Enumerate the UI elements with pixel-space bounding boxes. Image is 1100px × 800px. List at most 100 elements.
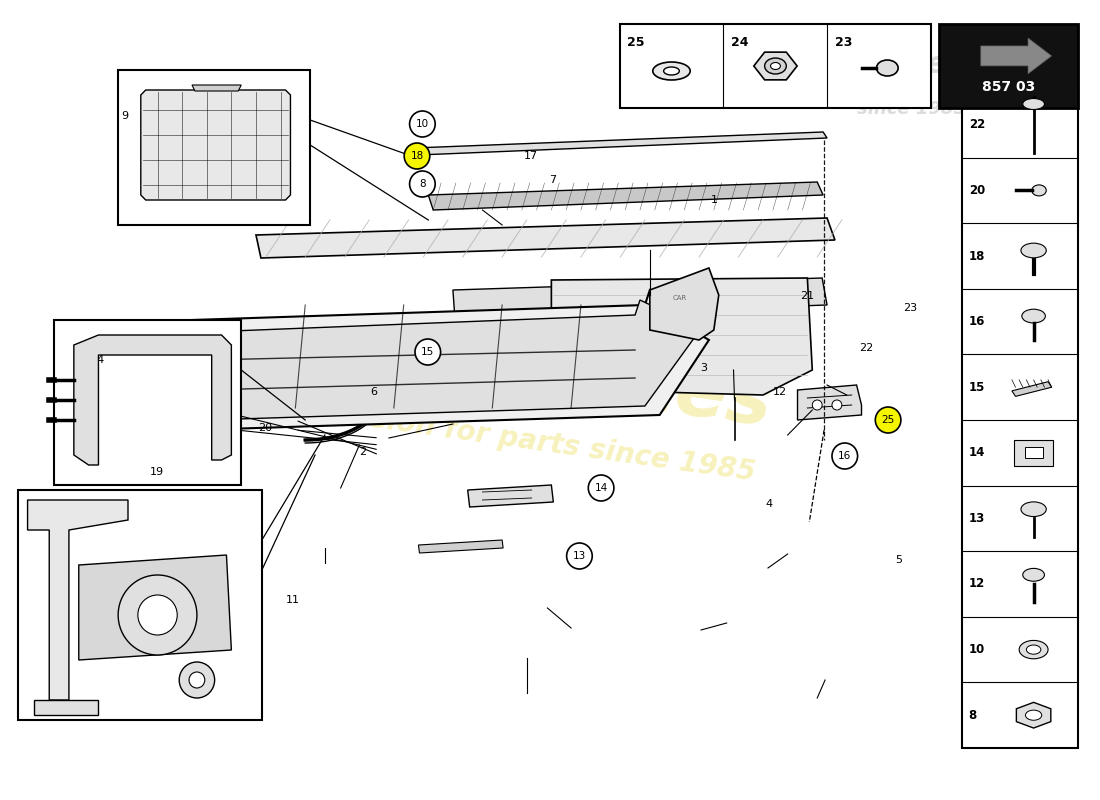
Text: since 1985: since 1985 bbox=[857, 100, 966, 118]
Circle shape bbox=[832, 400, 842, 410]
Polygon shape bbox=[468, 485, 553, 507]
Text: 13: 13 bbox=[969, 512, 984, 525]
Text: 21: 21 bbox=[800, 291, 814, 301]
Text: 24: 24 bbox=[90, 355, 104, 365]
Polygon shape bbox=[428, 182, 823, 210]
Circle shape bbox=[189, 672, 205, 688]
Ellipse shape bbox=[770, 62, 780, 70]
Text: 15: 15 bbox=[421, 347, 434, 357]
Text: euro: euro bbox=[925, 50, 1004, 79]
Ellipse shape bbox=[652, 62, 690, 80]
Polygon shape bbox=[28, 500, 128, 700]
Text: 10: 10 bbox=[969, 643, 984, 656]
Text: 24: 24 bbox=[732, 36, 749, 49]
Text: 12: 12 bbox=[969, 578, 984, 590]
Polygon shape bbox=[798, 385, 861, 420]
Circle shape bbox=[179, 662, 214, 698]
Text: Δ: Δ bbox=[961, 50, 986, 79]
Ellipse shape bbox=[1021, 243, 1046, 258]
Polygon shape bbox=[414, 132, 827, 155]
Circle shape bbox=[138, 595, 177, 635]
Text: 5: 5 bbox=[895, 555, 902, 565]
Ellipse shape bbox=[1022, 310, 1045, 323]
Polygon shape bbox=[34, 700, 99, 715]
Circle shape bbox=[404, 143, 430, 169]
FancyBboxPatch shape bbox=[961, 92, 1078, 748]
Polygon shape bbox=[551, 278, 812, 395]
Text: 11: 11 bbox=[285, 595, 299, 605]
FancyBboxPatch shape bbox=[118, 70, 310, 225]
Text: 25: 25 bbox=[881, 415, 894, 425]
Text: 8: 8 bbox=[969, 709, 977, 722]
Text: 7: 7 bbox=[549, 175, 556, 185]
Ellipse shape bbox=[1023, 568, 1044, 582]
Text: 12: 12 bbox=[772, 387, 786, 397]
Text: 16: 16 bbox=[838, 451, 851, 461]
Text: Notes: Notes bbox=[978, 50, 1078, 79]
Circle shape bbox=[588, 475, 614, 501]
Circle shape bbox=[409, 171, 436, 197]
Polygon shape bbox=[192, 85, 241, 91]
Text: 20: 20 bbox=[258, 423, 273, 433]
Polygon shape bbox=[74, 335, 231, 465]
Text: 18: 18 bbox=[969, 250, 984, 262]
Text: 22: 22 bbox=[969, 118, 984, 131]
Text: 9: 9 bbox=[121, 111, 128, 121]
Text: 13: 13 bbox=[573, 551, 586, 561]
Text: 8: 8 bbox=[419, 179, 426, 189]
Text: a passion for parts since 1985: a passion for parts since 1985 bbox=[286, 394, 758, 486]
Text: euroΔNotes: euroΔNotes bbox=[266, 298, 778, 442]
FancyBboxPatch shape bbox=[619, 24, 932, 108]
Text: 4: 4 bbox=[766, 499, 772, 509]
Polygon shape bbox=[1012, 382, 1052, 396]
Text: 23: 23 bbox=[835, 36, 852, 49]
FancyBboxPatch shape bbox=[18, 490, 262, 720]
Text: 2: 2 bbox=[360, 447, 366, 457]
Polygon shape bbox=[79, 555, 231, 660]
Text: 14: 14 bbox=[594, 483, 607, 493]
Text: 16: 16 bbox=[969, 315, 984, 328]
FancyBboxPatch shape bbox=[1024, 447, 1043, 458]
Text: 20: 20 bbox=[969, 184, 984, 197]
Polygon shape bbox=[141, 90, 290, 200]
Text: 15: 15 bbox=[969, 381, 984, 394]
Polygon shape bbox=[981, 38, 1052, 74]
Ellipse shape bbox=[1026, 645, 1041, 654]
Ellipse shape bbox=[1023, 98, 1044, 110]
Polygon shape bbox=[183, 290, 708, 430]
Polygon shape bbox=[197, 300, 694, 420]
Text: 857 03: 857 03 bbox=[981, 80, 1035, 94]
Circle shape bbox=[566, 543, 592, 569]
Text: 17: 17 bbox=[524, 151, 538, 161]
Polygon shape bbox=[754, 52, 798, 80]
FancyBboxPatch shape bbox=[1014, 440, 1054, 466]
Text: 23: 23 bbox=[903, 303, 916, 313]
Text: 18: 18 bbox=[410, 151, 424, 161]
Ellipse shape bbox=[1025, 710, 1042, 720]
FancyBboxPatch shape bbox=[939, 24, 1078, 108]
Ellipse shape bbox=[1021, 502, 1046, 517]
Text: 10: 10 bbox=[416, 119, 429, 129]
Ellipse shape bbox=[764, 58, 786, 74]
Ellipse shape bbox=[877, 60, 898, 76]
Circle shape bbox=[409, 111, 436, 137]
Ellipse shape bbox=[663, 67, 680, 75]
Text: CAR: CAR bbox=[672, 295, 686, 301]
Text: 1: 1 bbox=[712, 195, 718, 205]
Polygon shape bbox=[418, 540, 503, 553]
Circle shape bbox=[415, 339, 441, 365]
Text: 3: 3 bbox=[701, 363, 707, 373]
Polygon shape bbox=[256, 218, 835, 258]
Circle shape bbox=[876, 407, 901, 433]
Text: 22: 22 bbox=[859, 343, 873, 353]
Text: 6: 6 bbox=[371, 387, 377, 397]
Circle shape bbox=[812, 400, 822, 410]
Polygon shape bbox=[1016, 702, 1050, 728]
Ellipse shape bbox=[1032, 185, 1046, 196]
Circle shape bbox=[832, 443, 858, 469]
Polygon shape bbox=[650, 268, 718, 340]
Ellipse shape bbox=[1019, 641, 1048, 658]
Text: 14: 14 bbox=[969, 446, 984, 459]
Text: 19: 19 bbox=[150, 467, 164, 477]
Polygon shape bbox=[453, 278, 827, 318]
